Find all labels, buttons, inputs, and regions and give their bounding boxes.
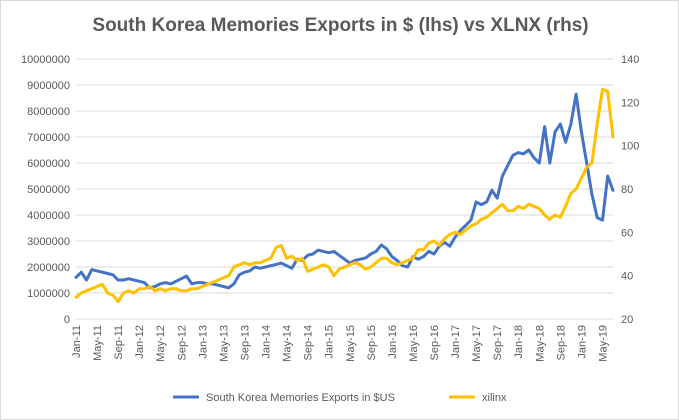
y-right-tick-label: 40	[621, 271, 633, 283]
x-tick-label: Sep-13	[239, 325, 251, 360]
y-left-tick-label: 7000000	[27, 132, 70, 144]
x-tick-label: Sep-18	[555, 325, 567, 360]
x-tick-label: Jan-18	[513, 325, 525, 359]
chart-title: South Korea Memories Exports in $ (lhs) …	[92, 15, 589, 36]
y-right-tick-label: 20	[621, 314, 633, 326]
x-tick-label: Sep-17	[492, 325, 504, 360]
y-right-tick-label: 100	[621, 141, 639, 153]
x-tick-label: Sep-16	[429, 325, 441, 360]
x-tick-label: May-17	[471, 325, 483, 362]
x-tick-label: May-16	[408, 325, 420, 362]
y-left-tick-label: 1000000	[27, 288, 70, 300]
x-tick-label: Sep-15	[366, 325, 378, 360]
x-tick-label: May-12	[155, 325, 167, 362]
x-tick-label: Jan-12	[134, 325, 146, 359]
y-right-tick-label: 140	[621, 54, 639, 66]
x-tick-label: May-11	[92, 325, 104, 361]
x-tick-label: May-14	[282, 325, 294, 362]
x-tick-label: May-19	[597, 325, 609, 362]
x-axis: Jan-11 May-11 Sep-11 Jan-12 May-12 Sep-12 Jan-…	[71, 325, 609, 362]
y-left-tick-label: 0	[64, 314, 70, 326]
y-axis-right: 20 40 60 80 100 120 140	[621, 54, 639, 326]
x-tick-label: Jan-19	[576, 325, 588, 359]
legend-item-exports: South Korea Memories Exports in $US	[206, 392, 395, 404]
x-tick-label: Jan-11	[71, 325, 83, 358]
y-left-tick-label: 6000000	[27, 158, 70, 170]
x-tick-label: Jan-14	[261, 325, 273, 359]
x-tick-label: Jan-16	[387, 325, 399, 359]
y-left-tick-label: 4000000	[27, 210, 70, 222]
y-axis-left: 0 1000000 2000000 3000000 4000000 5000000 6000…	[21, 54, 70, 326]
x-tick-label: Jan-17	[450, 325, 462, 359]
x-tick-label: May-13	[218, 325, 230, 362]
y-left-tick-label: 8000000	[27, 106, 70, 118]
y-left-tick-label: 2000000	[27, 262, 70, 274]
x-tick-label: Sep-11	[113, 325, 125, 360]
x-tick-label: Jan-15	[324, 325, 336, 359]
y-right-tick-label: 120	[621, 97, 639, 109]
y-left-tick-label: 3000000	[27, 236, 70, 248]
x-tick-label: May-15	[345, 325, 357, 362]
legend-item-xilinx: xilinx	[482, 392, 507, 404]
x-tick-label: Sep-14	[303, 325, 315, 360]
y-left-tick-label: 9000000	[27, 80, 70, 92]
x-tick-label: May-18	[534, 325, 546, 362]
x-tick-label: Jan-13	[197, 325, 209, 359]
series-line-xilinx	[74, 87, 615, 304]
gridlines	[76, 58, 613, 320]
series-lines	[74, 87, 615, 304]
x-tick-label: Sep-12	[176, 325, 188, 360]
y-left-tick-label: 10000000	[21, 54, 70, 66]
series-line-exports	[74, 92, 615, 290]
y-right-tick-label: 80	[621, 184, 633, 196]
y-right-tick-label: 60	[621, 227, 633, 239]
legend: South Korea Memories Exports in $US xilin…	[173, 392, 507, 404]
y-left-tick-label: 5000000	[27, 184, 70, 196]
